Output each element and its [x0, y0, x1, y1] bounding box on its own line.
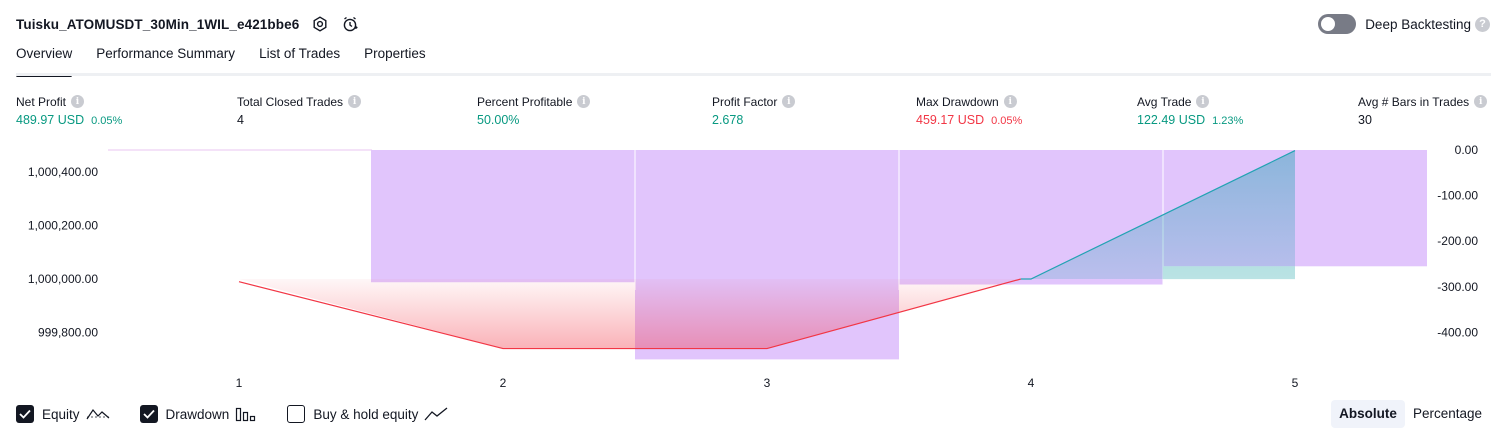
info-icon[interactable]: i [1474, 95, 1488, 108]
stat-value: 489.97 USD [16, 113, 85, 127]
stat-label: Percent Profitable [477, 94, 573, 109]
settings-icon[interactable] [311, 15, 329, 33]
x-axis-tick-label: 1 [236, 376, 243, 390]
stat-avg-bars: Avg # Bars in Trades i 30 [1358, 94, 1488, 129]
checkbox-checked-icon[interactable] [139, 405, 158, 423]
tab-properties[interactable]: Properties [364, 46, 426, 61]
stat-pct: 0.05% [991, 115, 1023, 127]
checkbox-unchecked-icon[interactable] [287, 405, 306, 423]
drawdown-bar [1295, 150, 1427, 267]
equity-loss-area [239, 279, 1021, 349]
stat-label: Total Closed Trades [237, 94, 344, 109]
x-axis-tick-label: 5 [1292, 376, 1299, 390]
info-icon[interactable]: i [1196, 95, 1210, 108]
legend-label: Buy & hold equity [313, 406, 419, 422]
equity-drawdown-chart: 1,000,400.00 1,000,200.00 1,000,000.00 999,… [28, 143, 1479, 390]
tab-list-of-trades[interactable]: List of Trades [259, 46, 341, 61]
stat-value: 122.49 USD [1137, 113, 1206, 127]
strategy-header: Tuisku_ATOMUSDT_30Min_1WIL_e421bbe6 [16, 12, 359, 36]
stat-value: 30 [1358, 113, 1372, 127]
left-axis-tick-label: 999,800.00 [38, 326, 98, 340]
stat-profit-factor: Profit Factor i 2.678 [712, 94, 796, 129]
stat-label: Net Profit [16, 94, 67, 109]
stat-value: 2.678 [712, 113, 744, 127]
stat-value: 459.17 USD [916, 113, 985, 127]
stat-label: Avg # Bars in Trades [1358, 94, 1470, 109]
toggle-knob [1321, 17, 1336, 31]
alert-icon[interactable] [341, 15, 359, 33]
right-axis-tick-label: -200.00 [1437, 234, 1478, 248]
tab-bar: Overview Performance Summary List of Tra… [16, 46, 450, 77]
stat-label: Profit Factor [712, 94, 778, 109]
left-axis-tick-label: 1,000,200.00 [28, 219, 98, 233]
help-icon[interactable]: ? [1475, 16, 1490, 32]
x-axis-tick-label: 2 [500, 376, 507, 390]
left-axis-tick-label: 1,000,000.00 [28, 272, 98, 286]
legend-drawdown[interactable]: Drawdown [139, 405, 258, 423]
deep-backtesting: Deep Backtesting ? [1318, 13, 1490, 35]
stat-pct: 1.23% [1212, 115, 1244, 127]
right-axis-tick-label: 0.00 [1455, 143, 1479, 157]
stat-avg-trade: Avg Trade i 122.49 USD 1.23% [1137, 94, 1243, 129]
drawdown-bar [371, 150, 635, 283]
legend-label: Equity [42, 406, 80, 422]
equity-gain-area [1020, 150, 1295, 279]
percentage-button[interactable]: Percentage [1412, 406, 1482, 421]
info-icon[interactable]: i [71, 95, 85, 108]
info-icon[interactable]: i [577, 95, 591, 108]
info-icon[interactable]: i [348, 95, 362, 108]
stat-value: 50.00% [477, 113, 520, 127]
tab-performance-summary[interactable]: Performance Summary [96, 46, 236, 61]
legend-buy-hold[interactable]: Buy & hold equity [287, 405, 448, 423]
deep-backtesting-label: Deep Backtesting [1365, 16, 1471, 32]
absolute-button[interactable]: Absolute [1331, 400, 1405, 428]
tab-overview[interactable]: Overview [16, 46, 73, 77]
deep-backtesting-toggle[interactable] [1318, 14, 1357, 34]
equity-line-icon [86, 406, 110, 422]
tabs-divider [16, 73, 1491, 76]
stat-label: Max Drawdown [916, 94, 999, 109]
strategy-title: Tuisku_ATOMUSDT_30Min_1WIL_e421bbe6 [16, 16, 300, 32]
equity-line-down [238, 278, 1022, 350]
drawdown-bars-icon [235, 406, 257, 422]
stat-pct: 0.05% [91, 115, 123, 127]
info-icon[interactable]: i [782, 95, 796, 108]
info-icon[interactable]: i [1003, 95, 1017, 108]
stat-value: 4 [237, 113, 244, 127]
legend-equity[interactable]: Equity [16, 405, 110, 423]
left-axis-tick-label: 1,000,400.00 [28, 165, 98, 179]
stat-max-drawdown: Max Drawdown i 459.17 USD 0.05% [916, 94, 1022, 129]
right-axis-tick-label: -100.00 [1437, 189, 1478, 203]
x-axis-tick-label: 4 [1028, 376, 1035, 390]
equity-line-up [1020, 150, 1296, 280]
right-axis-tick-label: -400.00 [1437, 325, 1478, 339]
right-axis-tick-label: -300.00 [1437, 280, 1478, 294]
chart-legend: Equity Drawdown Buy & hold equity [16, 402, 478, 426]
x-axis-tick-label: 3 [764, 376, 771, 390]
checkbox-checked-icon[interactable] [16, 405, 34, 423]
legend-label: Drawdown [165, 406, 230, 422]
stat-total-closed-trades: Total Closed Trades i 4 [237, 94, 362, 129]
buy-hold-line-icon [424, 406, 448, 422]
stat-label: Avg Trade [1137, 94, 1192, 109]
stat-percent-profitable: Percent Profitable i 50.00% [477, 94, 591, 129]
display-mode: Absolute Percentage [1331, 400, 1490, 428]
stats-row: Net Profit i 489.97 USD 0.05% Total Closed… [0, 94, 1507, 134]
stat-net-profit: Net Profit i 489.97 USD 0.05% [16, 94, 122, 129]
